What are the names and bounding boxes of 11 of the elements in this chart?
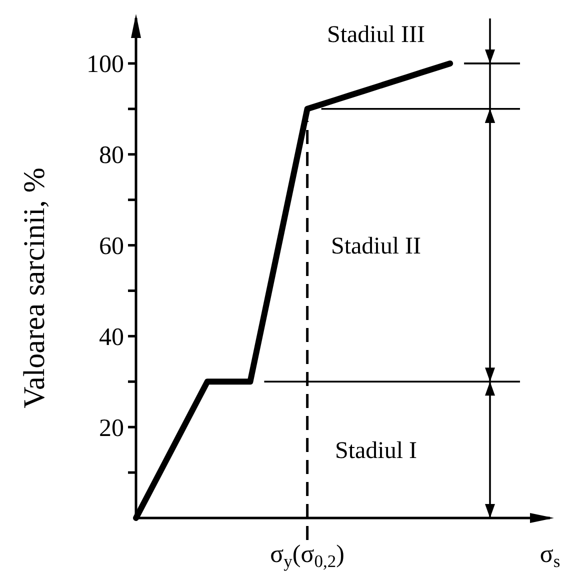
- annotation: Stadiul II: [331, 234, 421, 260]
- y-tick-label: 60: [99, 233, 124, 260]
- y-tick-label: 20: [99, 414, 124, 442]
- y-tick-label: 80: [99, 142, 124, 170]
- annotation: Stadiul I: [335, 438, 418, 464]
- y-axis-title: Valoarea sarcinii, %: [18, 168, 51, 408]
- y-tick-label: 40: [99, 324, 124, 351]
- x-tick-label: σ$_{y}$(σ$_{0,2}$): [270, 541, 344, 572]
- x-axis-title: σ$_{s}$: [540, 541, 560, 572]
- annotation: Stadiul III: [327, 22, 425, 48]
- y-tick-label: 100: [86, 51, 124, 78]
